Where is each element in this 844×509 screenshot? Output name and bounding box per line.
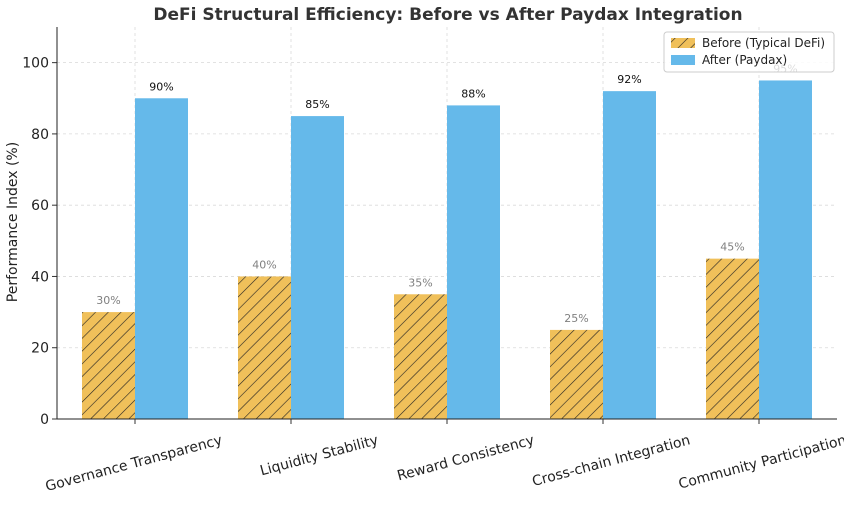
bar-after (603, 91, 656, 420)
legend-swatch-after (671, 55, 695, 65)
legend-label-after: After (Paydax) (702, 53, 787, 67)
data-label-after: 85% (305, 98, 329, 111)
bar-after (447, 105, 500, 420)
bar-after (135, 98, 188, 419)
bar-before (706, 258, 759, 419)
legend-label-before: Before (Typical DeFi) (702, 36, 825, 50)
legend-box (663, 31, 835, 73)
data-label-after: 88% (461, 87, 485, 100)
bar-after (291, 116, 344, 419)
data-label-before: 25% (564, 312, 588, 325)
legend-swatch-before (671, 38, 695, 48)
y-tick-label: 40 (31, 269, 49, 285)
y-tick-label: 80 (31, 127, 49, 143)
y-tick-label: 0 (40, 412, 49, 428)
bar-before (238, 276, 291, 419)
data-label-before: 45% (720, 241, 744, 254)
bar-before (550, 329, 603, 419)
x-tick-label: Liquidity Stability (258, 432, 380, 479)
y-tick-label: 20 (31, 341, 49, 357)
bar-after (759, 80, 812, 420)
bar-before (82, 312, 135, 419)
data-label-after: 92% (617, 73, 641, 86)
bar-before (394, 294, 447, 419)
data-label-before: 35% (408, 276, 432, 289)
x-tick-label: Reward Consistency (395, 432, 536, 484)
y-tick-label: 100 (22, 56, 49, 72)
x-tick-label: Governance Transparency (44, 432, 224, 495)
data-label-before: 40% (252, 258, 276, 271)
chart-title: DeFi Structural Efficiency: Before vs Af… (153, 5, 742, 25)
y-tick-label: 60 (31, 198, 49, 214)
data-label-before: 30% (96, 294, 120, 307)
x-tick-label: Community Participation (677, 432, 844, 492)
y-axis-label: Performance Index (%) (5, 142, 21, 302)
data-label-after: 90% (149, 80, 173, 93)
x-tick-label: Cross-chain Integration (531, 432, 693, 490)
